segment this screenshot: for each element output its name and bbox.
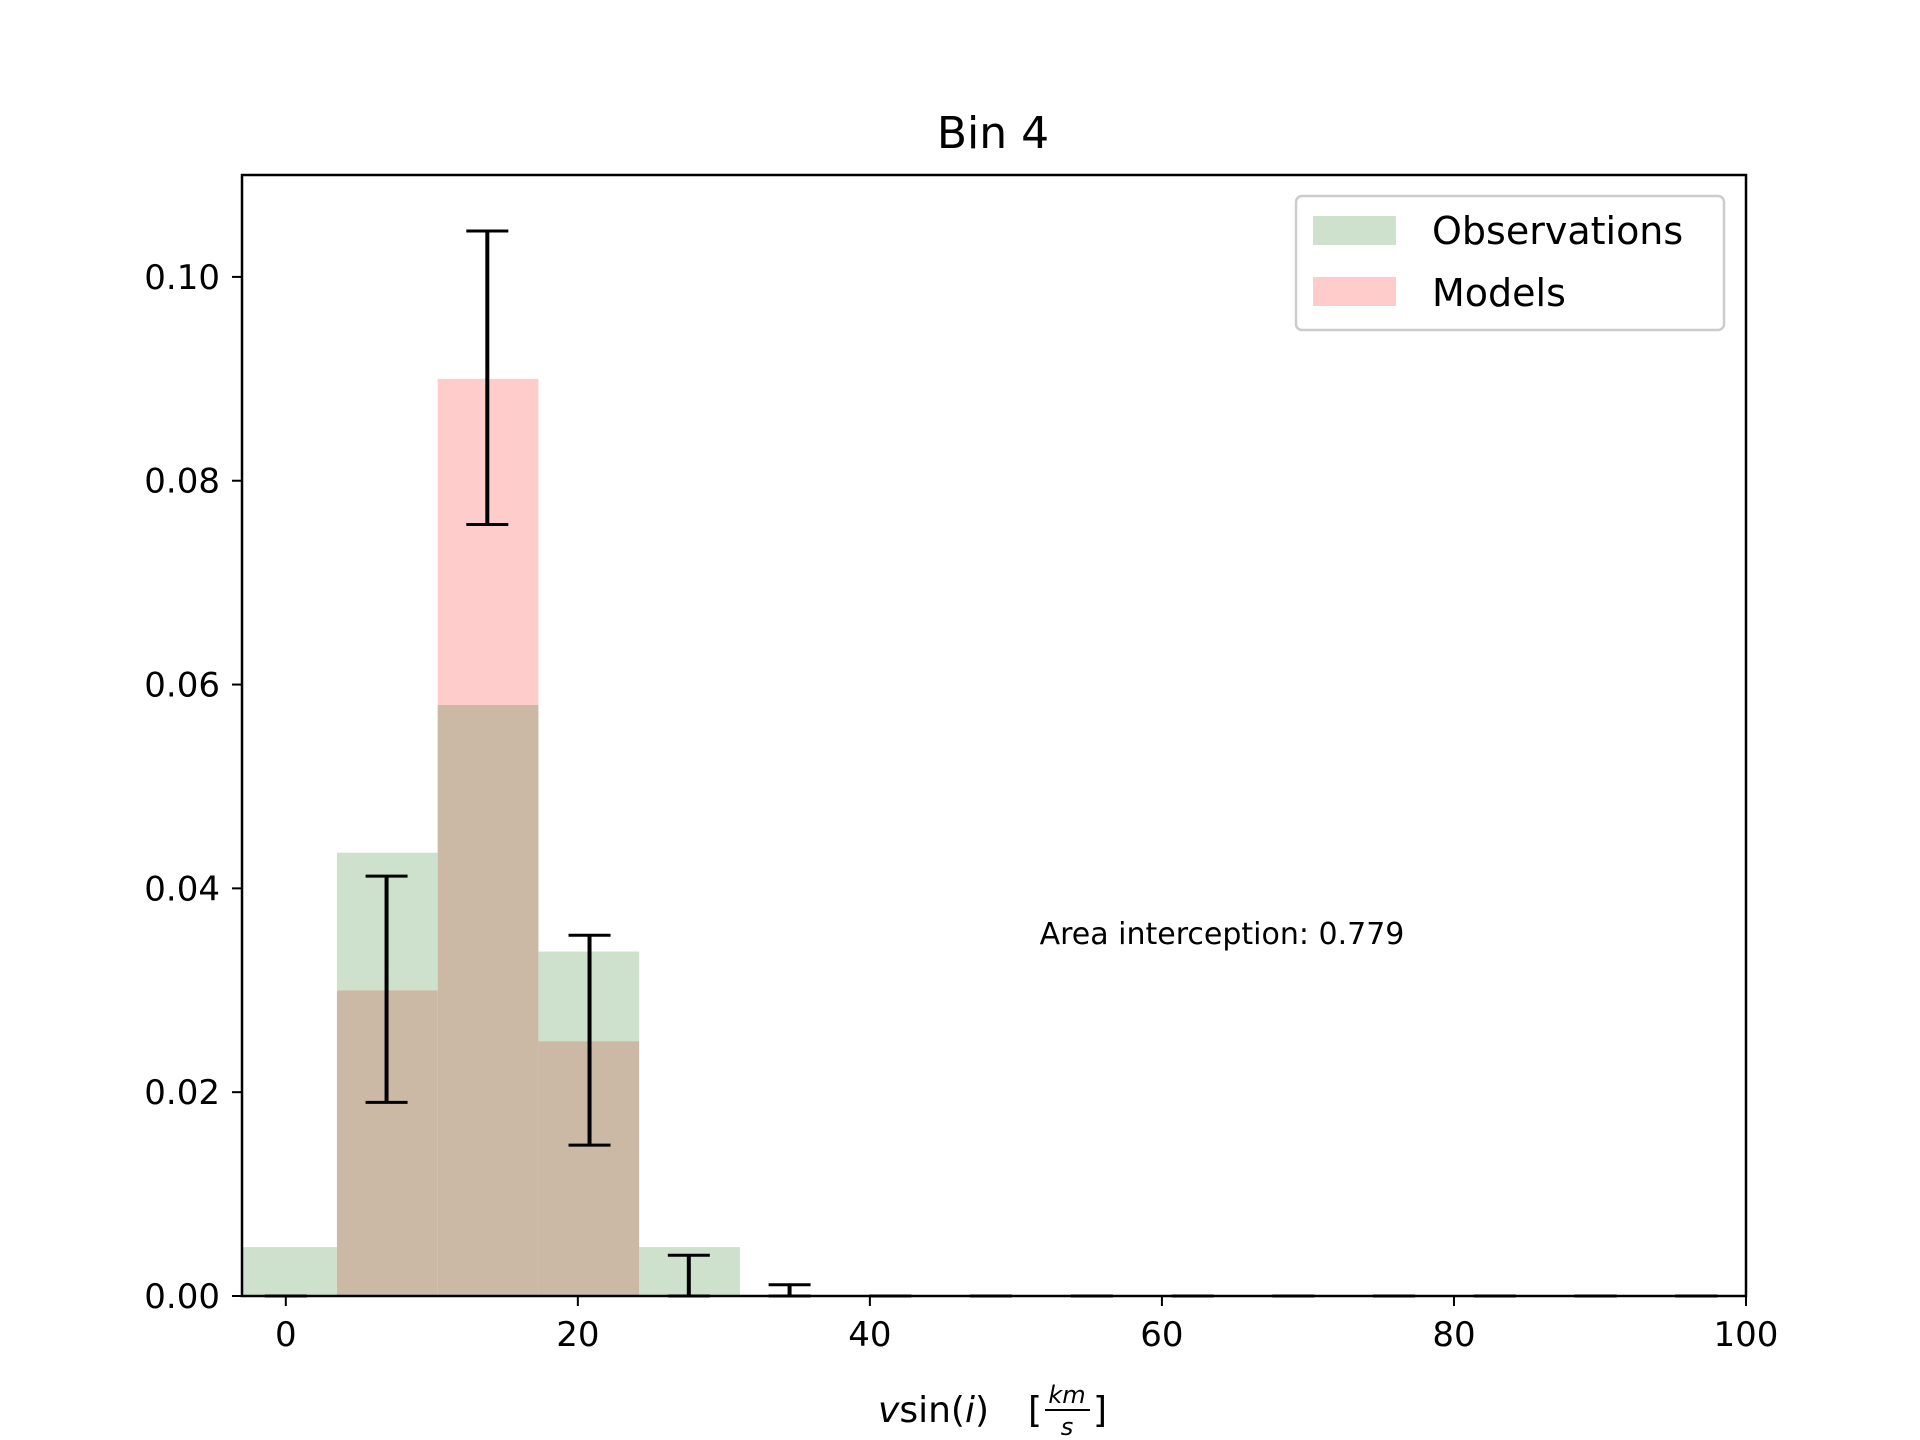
xlabel-sin: sin( [899, 1390, 965, 1431]
area-interception-annotation: Area interception: 0.779 [1040, 917, 1405, 952]
legend-swatch-models [1313, 277, 1396, 306]
xlabel-v: v [878, 1390, 900, 1431]
legend-label-models: Models [1432, 271, 1566, 315]
y-tick-label: 0.08 [144, 462, 220, 502]
overlap-bar [437, 704, 539, 1296]
observations-bar [242, 1247, 337, 1296]
legend-box [1294, 194, 1726, 332]
x-tick-label: 100 [1714, 1315, 1779, 1355]
xlabel-unit-denominator: s [1061, 1413, 1074, 1440]
chart-title: Bin 4 [937, 108, 1049, 159]
x-axis-label: vsin(i) [ km s ] [878, 1381, 1107, 1440]
legend-swatch-observations [1313, 216, 1396, 245]
svg-text:vsin(i): vsin(i) [878, 1390, 989, 1431]
xlabel-unit-numerator: km [1048, 1381, 1085, 1409]
error-bar [568, 933, 611, 1147]
y-tick-label: 0.10 [144, 258, 220, 298]
error-bar [365, 874, 408, 1104]
xlabel-close: ) [975, 1390, 989, 1431]
x-tick-label: 0 [275, 1315, 297, 1355]
y-tick-label: 0.02 [144, 1073, 220, 1113]
error-bar [466, 229, 509, 527]
overlap-bars [336, 704, 640, 1296]
legend: Observations Models [1294, 194, 1726, 332]
legend-label-observations: Observations [1432, 209, 1683, 253]
y-axis-ticks: 0.00 0.02 0.04 0.06 0.08 0.10 [144, 258, 242, 1317]
x-tick-label: 60 [1140, 1315, 1183, 1355]
x-tick-label: 20 [556, 1315, 599, 1355]
error-bar [768, 1283, 811, 1298]
x-axis-ticks: 0 20 40 60 80 100 [275, 1296, 1778, 1355]
y-tick-label: 0.06 [144, 666, 220, 706]
xlabel-i: i [965, 1390, 975, 1431]
plot-frame [240, 173, 1748, 1298]
xlabel-close-bracket: ] [1093, 1390, 1107, 1431]
x-tick-label: 80 [1432, 1315, 1475, 1355]
x-tick-label: 40 [848, 1315, 891, 1355]
xlabel-open-bracket: [ [1028, 1390, 1042, 1431]
y-tick-label: 0.00 [144, 1277, 220, 1317]
y-tick-label: 0.04 [144, 869, 220, 909]
